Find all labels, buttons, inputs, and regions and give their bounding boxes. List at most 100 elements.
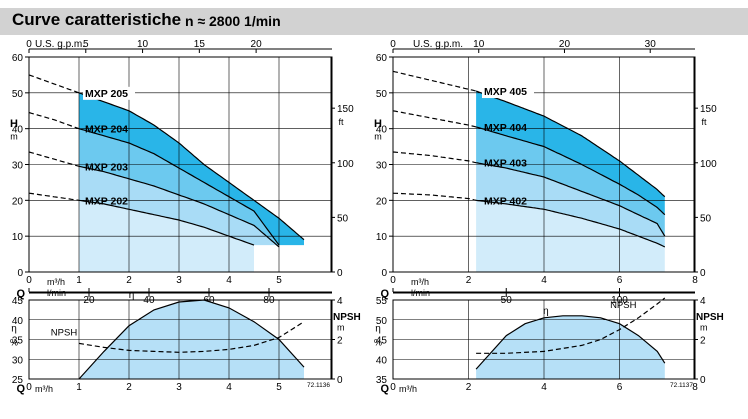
p2-eff-x-tick-label: 6	[617, 382, 623, 393]
p1-eff-x-tick-label: 0	[26, 382, 32, 393]
p2-ft-unit-label: ft	[701, 117, 707, 127]
p2-x-tick-label: 2	[466, 275, 472, 286]
p2-x-tick-label: 6	[617, 275, 623, 286]
p1-y-tick-label: 40	[12, 125, 24, 136]
p2-npsh-tick-label: 0	[700, 375, 706, 386]
p2-eff-x-tick-label: 0	[390, 382, 396, 393]
p1-m3h-unit-label: m³/h	[47, 277, 65, 287]
p1-ft-tick-label: 150	[337, 104, 354, 115]
page-title: Curve caratteristiche	[12, 10, 182, 29]
p1-gpm-unit-label: U.S. g.p.m.	[35, 39, 85, 50]
p2-ft-tick-label: 0	[700, 268, 706, 279]
p2-eff-x-tick-label: 2	[466, 382, 472, 393]
p1-eff-y-tick-label: 30	[12, 355, 24, 366]
p1-x-tick-label: 4	[226, 275, 232, 286]
p2-curve-mxp-403	[476, 162, 666, 237]
p2-figure-code: 72.1137	[670, 382, 693, 389]
p1-eff-x-tick-label: 1	[76, 382, 82, 393]
p2-npsh-unit-label: m	[700, 323, 708, 333]
p1-gpm-tick-label: 0	[26, 39, 32, 50]
p2-h-axis-label: H	[374, 118, 382, 130]
p2-eta-curve-label: η	[543, 306, 549, 317]
p2-y-tick-label: 0	[381, 268, 387, 279]
p2-q-axis-label: Q	[380, 288, 389, 300]
p2-label-mxp-402: MXP 402	[484, 195, 527, 207]
p2-band-mxp-404	[476, 126, 665, 237]
p1-ft-tick-label: 50	[337, 213, 349, 224]
p1-curve-mxp-204	[78, 128, 280, 246]
p2-band-mxp-403	[476, 162, 665, 247]
p2-eff-y-tick-label: 45	[376, 336, 388, 347]
p1-npsh-tick-label: 4	[337, 296, 343, 307]
p2-curve-mxp-405	[475, 90, 666, 198]
p1-h-axis-label: H	[10, 118, 18, 130]
p1-ft-tick-label: 0	[337, 268, 343, 279]
p2-pct-unit-label: %	[374, 337, 382, 347]
p1-label-mxp-204: MXP 204	[85, 124, 128, 136]
p1-eff-x-tick-label: 3	[176, 382, 182, 393]
p1-pct-unit-label: %	[10, 337, 18, 347]
p1-curve-dashed-mxp-205	[28, 74, 80, 94]
p2-m3h-unit-label: m³/h	[411, 277, 429, 287]
p2-label-bg-mxp-405	[482, 85, 534, 99]
p1-eta-axis-label: η	[11, 324, 17, 335]
p1-efficiency-curve	[78, 299, 305, 380]
p1-y-tick-label: 60	[12, 53, 24, 64]
p1-curve-mxp-203	[78, 165, 280, 248]
p2-gpm-tick-label: 10	[473, 39, 485, 50]
p1-label-bg-mxp-205	[83, 86, 135, 100]
p1-x-tick-label: 3	[176, 275, 182, 286]
p2-ft-tick-label: 100	[700, 159, 717, 170]
p2-y-tick-label: 60	[376, 53, 388, 64]
p2-efficiency-curve	[475, 315, 666, 370]
p1-eff-x-tick-label: 4	[226, 382, 232, 393]
p2-curve-dashed-mxp-404	[392, 110, 477, 128]
p1-y-tick-label: 10	[12, 232, 24, 243]
p2-npsh-axis-label: NPSH	[696, 312, 724, 323]
p2-eta-axis-label: η	[375, 324, 381, 335]
p2-gpm-tick-label: 30	[645, 39, 657, 50]
p1-npsh-unit-label: m	[337, 323, 345, 333]
p1-x-tick-label: 5	[276, 275, 282, 286]
p1-eff-x-tick-label: 5	[276, 382, 282, 393]
p1-eff-q-axis-label: Q	[16, 383, 25, 395]
p1-eff-y-tick-label: 40	[12, 316, 24, 327]
p1-q-axis-label: Q	[16, 288, 25, 300]
p2-eff-q-axis-label: Q	[380, 383, 389, 395]
p1-eff-y-tick-label: 35	[12, 336, 24, 347]
p2-label-mxp-404: MXP 404	[484, 122, 527, 134]
p1-label-mxp-202: MXP 202	[85, 195, 128, 207]
p2-efficiency-area	[476, 315, 665, 379]
p1-npsh-tick-label: 0	[337, 375, 343, 386]
p2-x-tick-label: 8	[692, 275, 698, 286]
p2-label-mxp-405: MXP 405	[484, 86, 527, 98]
p2-curve-dashed-mxp-402	[392, 192, 477, 201]
p1-x-tick-label: 2	[126, 275, 132, 286]
p2-gpm-tick-label: 20	[559, 39, 571, 50]
p1-y-tick-label: 30	[12, 161, 24, 172]
p1-x-tick-label: 0	[26, 275, 32, 286]
p1-y-tick-label: 50	[12, 89, 24, 100]
speed-condition: n ≈ 2800 1/min	[185, 13, 281, 29]
p2-ft-tick-label: 50	[700, 213, 712, 224]
p1-eff-x-tick-label: 2	[126, 382, 132, 393]
p2-gpm-unit-label: U.S. g.p.m.	[413, 39, 463, 50]
p1-npsh-tick-label: 2	[337, 336, 343, 347]
p2-npsh-curve-label: NPSH	[610, 300, 637, 311]
p1-gpm-tick-label: 10	[137, 39, 149, 50]
p1-eta-curve-label: η	[129, 290, 135, 301]
p2-eff-x-tick-label: 8	[692, 382, 698, 393]
p1-label-mxp-205: MXP 205	[85, 88, 128, 100]
p1-npsh-curve	[78, 321, 305, 353]
p1-y-tick-label: 0	[17, 268, 23, 279]
p1-eff-y-tick-label: 45	[12, 296, 24, 307]
p1-ft-tick-label: 100	[337, 159, 354, 170]
p1-gpm-tick-label: 15	[194, 39, 206, 50]
p2-label-mxp-403: MXP 403	[484, 158, 527, 170]
p1-curve-dashed-mxp-202	[28, 192, 80, 201]
p2-y-tick-label: 40	[376, 125, 388, 136]
p2-y-tick-label: 10	[376, 232, 388, 243]
p2-ft-tick-label: 150	[700, 104, 717, 115]
